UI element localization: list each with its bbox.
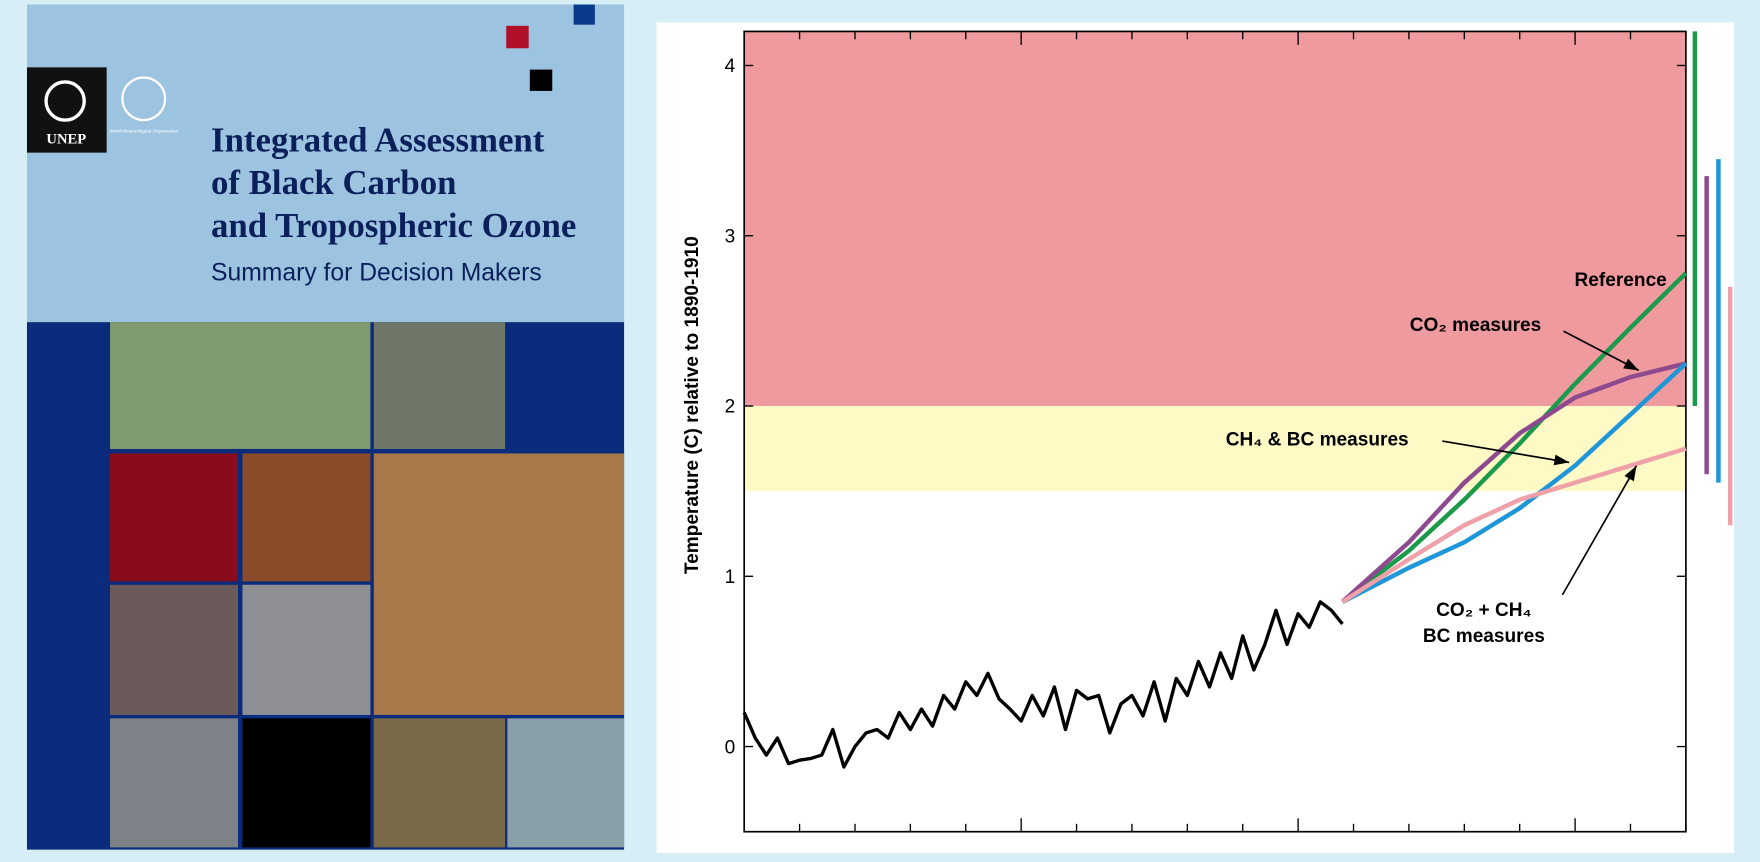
photo xyxy=(374,453,624,715)
logo-text: World Meteorological Organization xyxy=(109,128,178,133)
logo-text: UNEP xyxy=(46,132,86,148)
y-tick-label: 4 xyxy=(725,56,736,77)
photo xyxy=(242,585,370,715)
cover-subtitle: Summary for Decision Makers xyxy=(211,260,542,287)
square xyxy=(574,4,595,24)
photo xyxy=(374,322,505,449)
photo xyxy=(110,718,238,847)
y-tick-label: 0 xyxy=(725,737,736,758)
threshold-band xyxy=(744,31,1686,406)
report-cover: UNEP World Meteorological Organization I… xyxy=(27,4,624,849)
photo xyxy=(110,453,238,581)
y-tick-label: 1 xyxy=(725,567,736,588)
photo xyxy=(110,322,370,449)
slide: UNEP World Meteorological Organization I… xyxy=(0,0,1760,862)
square xyxy=(530,70,552,91)
photo xyxy=(242,718,370,847)
cover-title: and Tropospheric Ozone xyxy=(211,206,576,245)
page: UNEP World Meteorological Organization I… xyxy=(0,0,1760,862)
y-tick-label: 3 xyxy=(725,226,736,247)
photo xyxy=(374,718,505,847)
photo xyxy=(507,718,624,847)
square xyxy=(506,26,528,48)
annotation: BC measures xyxy=(1423,626,1545,647)
photo xyxy=(110,585,238,715)
y-tick-label: 2 xyxy=(725,397,736,418)
photo xyxy=(242,453,370,581)
cover-title: of Black Carbon xyxy=(211,163,456,202)
annotation: CO₂ measures xyxy=(1410,315,1541,336)
annotation: CH₄ & BC measures xyxy=(1226,430,1409,451)
annotation: Reference xyxy=(1575,270,1667,291)
cover-title: Integrated Assessment xyxy=(211,121,545,160)
annotation: CO₂ + CH₄ xyxy=(1436,600,1531,621)
y-axis-label: Temperature (C) relative to 1890-1910 xyxy=(682,236,703,574)
